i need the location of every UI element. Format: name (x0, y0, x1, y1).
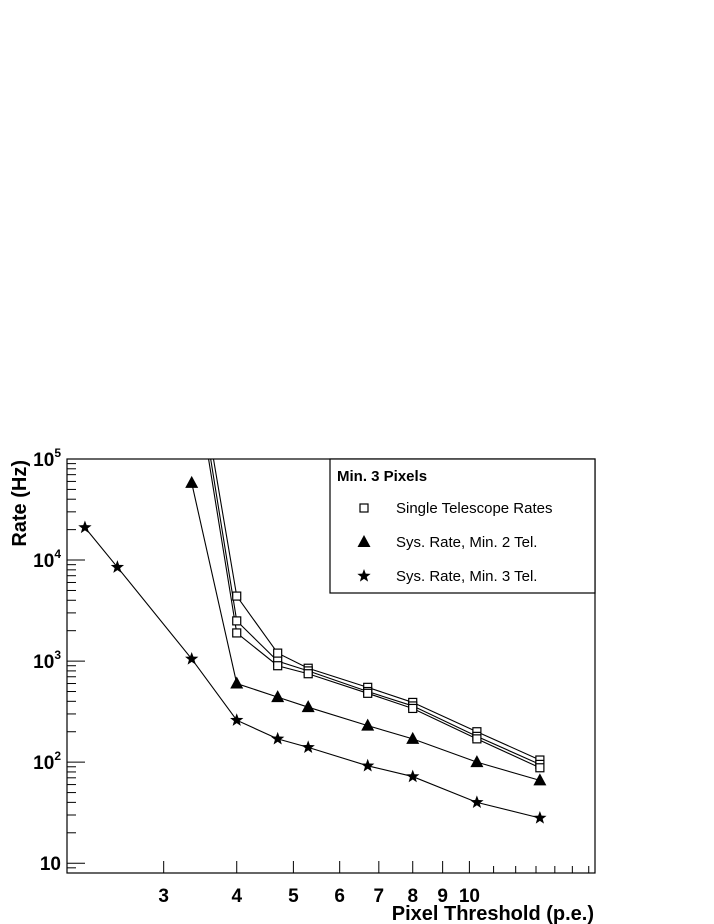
legend-entry-label: Sys. Rate, Min. 2 Tel. (396, 534, 537, 551)
data-point-single-telescope (232, 628, 242, 638)
data-point-min3 (470, 795, 484, 809)
data-point-min3 (533, 811, 547, 824)
data-point-min3 (301, 740, 315, 754)
x-tick-label: 10 (459, 886, 480, 907)
series-line-min3 (84, 527, 541, 819)
series-line-single-telescope (212, 458, 541, 761)
data-point-min3 (271, 731, 285, 745)
data-point-single-telescope (408, 703, 418, 714)
legend-entry-label: Single Telescope Rates (396, 500, 553, 517)
data-point-min3 (78, 520, 92, 534)
y-tick-label: 102 (33, 749, 61, 774)
x-tick-label: 7 (374, 886, 385, 907)
data-point-single-telescope (232, 616, 242, 626)
x-tick-label: 5 (288, 886, 299, 907)
data-point-single-telescope (273, 661, 283, 671)
series-line-single-telescope (208, 458, 541, 769)
legend: Min. 3 Pixels Single Telescope Rates Sys.… (329, 458, 596, 594)
series-line-min2 (191, 482, 541, 781)
legend-entry-label: Sys. Rate, Min. 3 Tel. (396, 568, 537, 585)
data-point-single-telescope (472, 734, 482, 744)
data-point-min2 (406, 731, 420, 744)
data-point-min2 (361, 718, 375, 731)
data-point-min3 (230, 713, 244, 726)
legend-marker-filled-triangle (357, 535, 371, 547)
legend-title: Min. 3 Pixels (337, 468, 427, 485)
data-point-single-telescope (273, 648, 283, 658)
data-point-min2 (533, 773, 547, 786)
data-point-min2 (271, 690, 285, 703)
data-point-single-telescope (303, 669, 313, 679)
data-point-min2 (301, 700, 315, 713)
legend-marker-filled-star (357, 569, 371, 582)
data-point-min2 (470, 755, 484, 768)
data-point-min3 (110, 560, 125, 573)
data-point-single-telescope (363, 688, 373, 698)
data-point-single-telescope (535, 763, 545, 773)
data-point-min3 (406, 769, 420, 783)
legend-marker-open-square (359, 503, 369, 513)
x-tick-label: 4 (231, 886, 242, 907)
y-tick-label: 105 (33, 446, 61, 471)
y-axis-title: Rate (Hz) (9, 460, 31, 547)
data-point-min3 (361, 758, 375, 772)
data-point-min3 (185, 651, 199, 665)
legend-box (329, 458, 596, 594)
x-tick-label: 3 (158, 886, 169, 907)
x-tick-label: 6 (334, 886, 345, 907)
data-point-single-telescope (232, 591, 242, 601)
data-point-min2 (185, 475, 199, 488)
data-point-min2 (230, 676, 244, 689)
y-tick-label: 10 (40, 854, 61, 875)
y-tick-label: 104 (33, 547, 61, 572)
x-axis-title: Pixel Threshold (p.e.) (392, 903, 594, 924)
x-tick-label: 8 (407, 886, 418, 907)
x-tick-label: 9 (437, 886, 448, 907)
series-line-single-telescope (210, 458, 541, 765)
y-tick-label: 103 (33, 648, 61, 673)
